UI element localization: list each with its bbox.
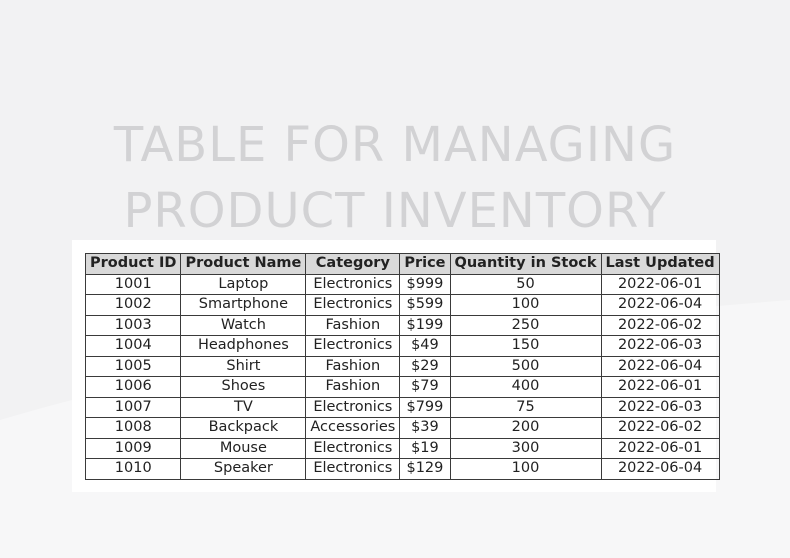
cell-category: Electronics xyxy=(305,335,401,357)
header-last-updated: Last Updated xyxy=(600,253,720,275)
cell-category: Fashion xyxy=(305,355,401,377)
cell-product-id: 1002 xyxy=(84,294,182,316)
table-row: 1009 Mouse Electronics $19 300 2022-06-0… xyxy=(84,437,720,459)
cell-category: Electronics xyxy=(305,294,401,316)
cell-product-id: 1009 xyxy=(84,437,182,459)
cell-product-id: 1001 xyxy=(84,273,182,295)
header-quantity: Quantity in Stock xyxy=(449,253,602,275)
cell-product-name: Backpack xyxy=(180,417,307,439)
cell-last-updated: 2022-06-04 xyxy=(600,294,720,316)
cell-product-name: Mouse xyxy=(180,437,307,459)
cell-quantity: 500 xyxy=(449,355,602,377)
cell-last-updated: 2022-06-04 xyxy=(600,355,720,377)
table-sheet: Product ID Product Name Category Price Q… xyxy=(72,240,720,492)
cell-last-updated: 2022-06-01 xyxy=(600,376,720,398)
page-title-line-2: PRODUCT INVENTORY xyxy=(123,183,667,240)
header-category: Category xyxy=(305,253,401,275)
cell-quantity: 100 xyxy=(449,458,602,480)
cell-price: $799 xyxy=(399,396,451,418)
table-row: 1005 Shirt Fashion $29 500 2022-06-04 xyxy=(84,355,720,377)
cell-product-id: 1006 xyxy=(84,376,182,398)
cell-product-name: Watch xyxy=(180,314,307,336)
cell-price: $599 xyxy=(399,294,451,316)
cell-quantity: 200 xyxy=(449,417,602,439)
cell-price: $49 xyxy=(399,335,451,357)
cell-category: Fashion xyxy=(305,376,401,398)
table-row: 1008 Backpack Accessories $39 200 2022-0… xyxy=(84,417,720,439)
header-product-name: Product Name xyxy=(180,253,307,275)
cell-last-updated: 2022-06-01 xyxy=(600,273,720,295)
cell-product-id: 1008 xyxy=(84,417,182,439)
cell-category: Electronics xyxy=(305,273,401,295)
table-row: 1004 Headphones Electronics $49 150 2022… xyxy=(84,335,720,357)
cell-quantity: 150 xyxy=(449,335,602,357)
table-row: 1001 Laptop Electronics $999 50 2022-06-… xyxy=(84,273,720,295)
cell-product-name: TV xyxy=(180,396,307,418)
header-product-id: Product ID xyxy=(84,253,182,275)
cell-price: $79 xyxy=(399,376,451,398)
cell-category: Fashion xyxy=(305,314,401,336)
cell-price: $199 xyxy=(399,314,451,336)
cell-last-updated: 2022-06-04 xyxy=(600,458,720,480)
cell-product-id: 1010 xyxy=(84,458,182,480)
cell-product-id: 1004 xyxy=(84,335,182,357)
cell-quantity: 400 xyxy=(449,376,602,398)
cell-product-id: 1007 xyxy=(84,396,182,418)
cell-price: $39 xyxy=(399,417,451,439)
cell-category: Accessories xyxy=(305,417,401,439)
cell-last-updated: 2022-06-01 xyxy=(600,437,720,459)
cell-quantity: 75 xyxy=(449,396,602,418)
inventory-table: Product ID Product Name Category Price Q… xyxy=(84,253,720,480)
cell-last-updated: 2022-06-03 xyxy=(600,396,720,418)
cell-quantity: 300 xyxy=(449,437,602,459)
cell-price: $19 xyxy=(399,437,451,459)
cell-category: Electronics xyxy=(305,396,401,418)
cell-product-name: Headphones xyxy=(180,335,307,357)
cell-product-name: Speaker xyxy=(180,458,307,480)
cell-price: $29 xyxy=(399,355,451,377)
cell-last-updated: 2022-06-02 xyxy=(600,314,720,336)
table-row: 1006 Shoes Fashion $79 400 2022-06-01 xyxy=(84,376,720,398)
cell-product-name: Laptop xyxy=(180,273,307,295)
cell-product-id: 1003 xyxy=(84,314,182,336)
cell-product-name: Smartphone xyxy=(180,294,307,316)
table-body: 1001 Laptop Electronics $999 50 2022-06-… xyxy=(84,273,720,480)
cell-price: $999 xyxy=(399,273,451,295)
page-title-line-1: TABLE FOR MANAGING xyxy=(113,117,677,174)
cell-category: Electronics xyxy=(305,437,401,459)
page-title: TABLE FOR MANAGING PRODUCT INVENTORY xyxy=(0,112,790,244)
table-row: 1010 Speaker Electronics $129 100 2022-0… xyxy=(84,458,720,480)
cell-quantity: 250 xyxy=(449,314,602,336)
header-price: Price xyxy=(399,253,451,275)
table-row: 1003 Watch Fashion $199 250 2022-06-02 xyxy=(84,314,720,336)
table-row: 1002 Smartphone Electronics $599 100 202… xyxy=(84,294,720,316)
cell-quantity: 50 xyxy=(449,273,602,295)
cell-product-id: 1005 xyxy=(84,355,182,377)
cell-price: $129 xyxy=(399,458,451,480)
cell-last-updated: 2022-06-02 xyxy=(600,417,720,439)
cell-last-updated: 2022-06-03 xyxy=(600,335,720,357)
cell-quantity: 100 xyxy=(449,294,602,316)
cell-category: Electronics xyxy=(305,458,401,480)
cell-product-name: Shoes xyxy=(180,376,307,398)
table-row: 1007 TV Electronics $799 75 2022-06-03 xyxy=(84,396,720,418)
cell-product-name: Shirt xyxy=(180,355,307,377)
table-header-row: Product ID Product Name Category Price Q… xyxy=(84,253,720,275)
